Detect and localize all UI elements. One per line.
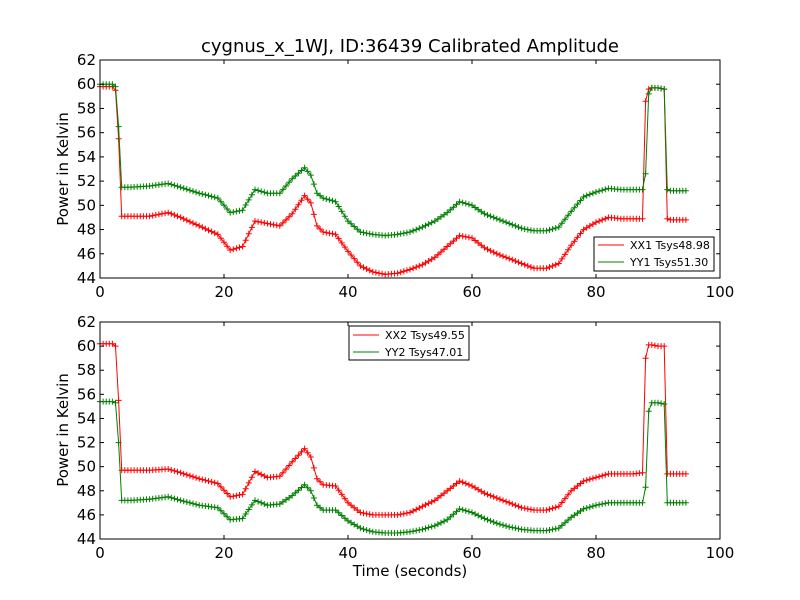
top-legend-label-xx1: XX1 Tsys48.98 [630, 239, 710, 252]
bottom-ytick-label: 48 [77, 482, 96, 500]
bottom-legend: XX2 Tsys49.55 YY2 Tsys47.01 [348, 325, 470, 361]
top-axes-frame [99, 59, 721, 279]
top-series-0 [97, 83, 689, 278]
bottom-ytick-label: 56 [77, 385, 96, 403]
bottom-axes-frame [99, 321, 721, 540]
top-xtick-label: 40 [338, 283, 357, 301]
bottom-xtick-label: 0 [95, 544, 105, 562]
bottom-legend-label-xx2: XX2 Tsys49.55 [385, 329, 465, 342]
x-axis-label: Time (seconds) [352, 562, 468, 580]
bottom-legend-box [348, 325, 470, 361]
top-ytick-label: 58 [77, 99, 96, 117]
bottom-ytick-label: 46 [77, 506, 96, 524]
top-xtick-label: 0 [95, 283, 105, 301]
top-ytick-label: 44 [77, 269, 96, 287]
top-ytick-label: 60 [77, 75, 96, 93]
chart-title: cygnus_x_1WJ, ID:36439 Calibrated Amplit… [201, 36, 619, 57]
top-legend-box [593, 236, 715, 272]
top-ytick-label: 62 [77, 51, 96, 69]
bottom-ytick-label: 62 [77, 313, 96, 331]
bottom-xtick-label: 20 [214, 544, 233, 562]
top-ytick-label: 48 [77, 221, 96, 239]
bottom-xtick-label: 80 [586, 544, 605, 562]
bottom-xtick-label: 100 [706, 544, 735, 562]
bottom-xtick-label: 60 [462, 544, 481, 562]
top-legend: XX1 Tsys48.98 YY1 Tsys51.30 [593, 236, 715, 272]
top-ytick-label: 50 [77, 196, 96, 214]
bottom-ytick-label: 58 [77, 361, 96, 379]
top-ytick-label: 54 [77, 148, 96, 166]
top-ytick-label: 52 [77, 172, 96, 190]
top-legend-label-yy1: YY1 Tsys51.30 [629, 256, 708, 269]
top-xtick-label: 20 [214, 283, 233, 301]
bottom-subplot: 44 46 48 50 52 54 56 58 60 62 0 20 40 60 80 100 Power i… [54, 313, 734, 580]
top-xtick-label: 100 [706, 283, 735, 301]
top-xtick-label: 80 [586, 283, 605, 301]
bottom-xtick-label: 40 [338, 544, 357, 562]
bottom-series-layer [97, 340, 689, 536]
bottom-y-axis-label: Power in Kelvin [54, 373, 72, 487]
top-ytick-label: 46 [77, 245, 96, 263]
bottom-ytick-label: 54 [77, 409, 96, 427]
top-xtick-label: 60 [462, 283, 481, 301]
top-ytick-label: 56 [77, 124, 96, 142]
bottom-ytick-label: 50 [77, 458, 96, 476]
bottom-ytick-label: 52 [77, 434, 96, 452]
top-subplot: 44 46 48 50 52 54 56 58 60 62 0 20 40 60 80 100 Power i… [54, 51, 734, 301]
top-ticks-layer: 44 46 48 50 52 54 56 58 60 62 0 20 40 60 80 100 [77, 51, 734, 301]
bottom-legend-label-yy2: YY2 Tsys47.01 [384, 346, 463, 359]
bottom-ticks-layer: 44 46 48 50 52 54 56 58 60 62 0 20 40 60 80 100 [77, 313, 734, 562]
bottom-ytick-label: 60 [77, 337, 96, 355]
top-y-axis-label: Power in Kelvin [54, 112, 72, 226]
bottom-ytick-label: 44 [77, 530, 96, 548]
